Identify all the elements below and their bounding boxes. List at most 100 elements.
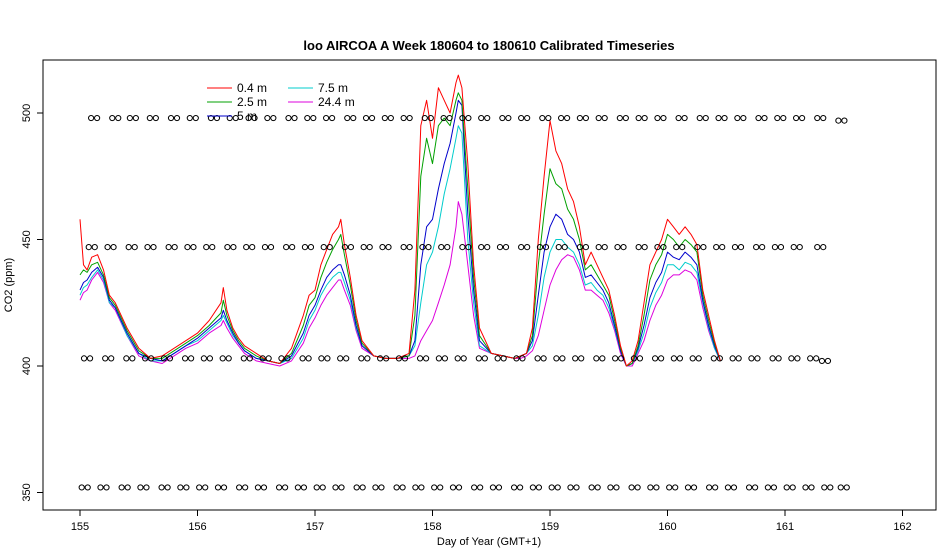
reference-marker-point [748, 355, 755, 362]
x-tick-label: 158 [423, 521, 441, 533]
reference-marker-point [289, 243, 296, 251]
reference-marker-point [502, 243, 510, 251]
reference-marker-point [545, 114, 552, 122]
reference-marker-point [788, 355, 795, 362]
reference-marker-point [110, 243, 117, 251]
reference-marker-point [165, 243, 172, 251]
reference-marker-point [555, 243, 562, 251]
reference-marker-point [230, 243, 237, 251]
reference-marker-point [529, 484, 537, 491]
reference-marker-point [769, 355, 776, 362]
reference-marker-point [260, 484, 268, 491]
reference-marker-point [267, 243, 275, 251]
reference-marker-point [300, 484, 307, 491]
reference-marker-point [478, 243, 485, 251]
reference-marker-point [417, 355, 424, 362]
reference-marker-point [712, 484, 719, 491]
reference-marker-point [735, 355, 742, 362]
reference-marker-point [660, 243, 667, 251]
reference-marker-point [706, 484, 713, 491]
x-axis-label: Day of Year (GMT+1) [437, 536, 541, 548]
reference-marker-point [94, 114, 101, 122]
reference-marker-point [536, 243, 544, 251]
reference-marker-point [820, 114, 827, 122]
reference-marker-point [576, 114, 584, 122]
reference-marker-point [578, 355, 585, 362]
reference-marker-point [559, 355, 566, 362]
reference-marker-point [160, 355, 168, 362]
legend-label: 5 m [237, 109, 257, 123]
reference-marker-point [126, 114, 133, 122]
reference-marker-point [813, 355, 820, 362]
reference-marker-point [607, 484, 614, 491]
reference-marker-point [393, 484, 400, 491]
reference-marker-point [755, 114, 762, 122]
reference-marker-point [203, 243, 210, 251]
reference-marker-point [406, 114, 413, 122]
reference-marker-point [131, 243, 138, 251]
reference-marker-point [299, 355, 306, 362]
reference-marker-point [320, 243, 327, 251]
reference-marker-point [206, 355, 213, 362]
reference-marker-point [647, 484, 654, 491]
x-tick-label: 155 [71, 521, 89, 533]
reference-marker-point [843, 484, 850, 491]
reference-marker-point [652, 355, 659, 362]
reference-marker-point [261, 243, 269, 251]
reference-marker-point [761, 114, 768, 122]
reference-marker-point [209, 243, 216, 251]
reference-marker-point [294, 484, 301, 491]
reference-marker-point [437, 484, 444, 491]
reference-marker-point [418, 484, 425, 491]
reference-marker-point [245, 114, 252, 122]
reference-marker-point [454, 355, 461, 362]
reference-marker-point [576, 243, 584, 251]
reference-marker-point [146, 114, 153, 122]
reference-marker-point [548, 484, 555, 491]
reference-marker-point [542, 243, 550, 251]
reference-marker-point [200, 355, 207, 362]
reference-marker-point [419, 243, 426, 251]
reference-marker-point [489, 484, 497, 491]
reference-marker-point [353, 484, 360, 491]
reference-marker-point [188, 355, 195, 362]
reference-marker-point [837, 484, 844, 491]
reference-marker-point [666, 484, 673, 491]
reference-marker-point [91, 243, 98, 251]
reference-marker-point [186, 114, 193, 122]
reference-marker-point [740, 114, 747, 122]
reference-marker-point [780, 114, 787, 122]
reference-marker-point [694, 243, 701, 251]
reference-marker-point [794, 355, 801, 362]
reference-marker-point [444, 243, 451, 251]
reference-marker-point [753, 243, 760, 251]
reference-marker-point [254, 484, 262, 491]
reference-marker-point [821, 484, 828, 491]
reference-marker-point [125, 243, 132, 251]
chart-title: loo AIRCOA A Week 180604 to 180610 Calib… [303, 38, 674, 53]
reference-marker-point [790, 243, 797, 251]
reference-marker-point [721, 114, 728, 122]
reference-marker-point [465, 114, 472, 122]
reference-marker-point [214, 484, 222, 491]
reference-marker-point [421, 114, 428, 122]
reference-marker-point [307, 243, 315, 251]
reference-marker-point [167, 114, 175, 122]
reference-marker-point [673, 243, 680, 251]
reference-marker-point [641, 243, 648, 251]
reference-marker-point [616, 114, 623, 122]
series-line-24-4-mm [79, 201, 721, 367]
reference-marker-point [332, 484, 339, 491]
reference-marker-point [219, 355, 226, 362]
reference-marker-point [517, 484, 524, 491]
reference-marker-point [481, 355, 488, 362]
y-tick-label: 500 [21, 104, 33, 122]
reference-marker-point [431, 484, 438, 491]
reference-marker-point [802, 484, 809, 491]
reference-marker-point [196, 484, 203, 491]
reference-marker-point [594, 484, 601, 491]
reference-marker-point [690, 484, 698, 491]
reference-marker-point [573, 484, 580, 491]
reference-marker-point [400, 114, 407, 122]
